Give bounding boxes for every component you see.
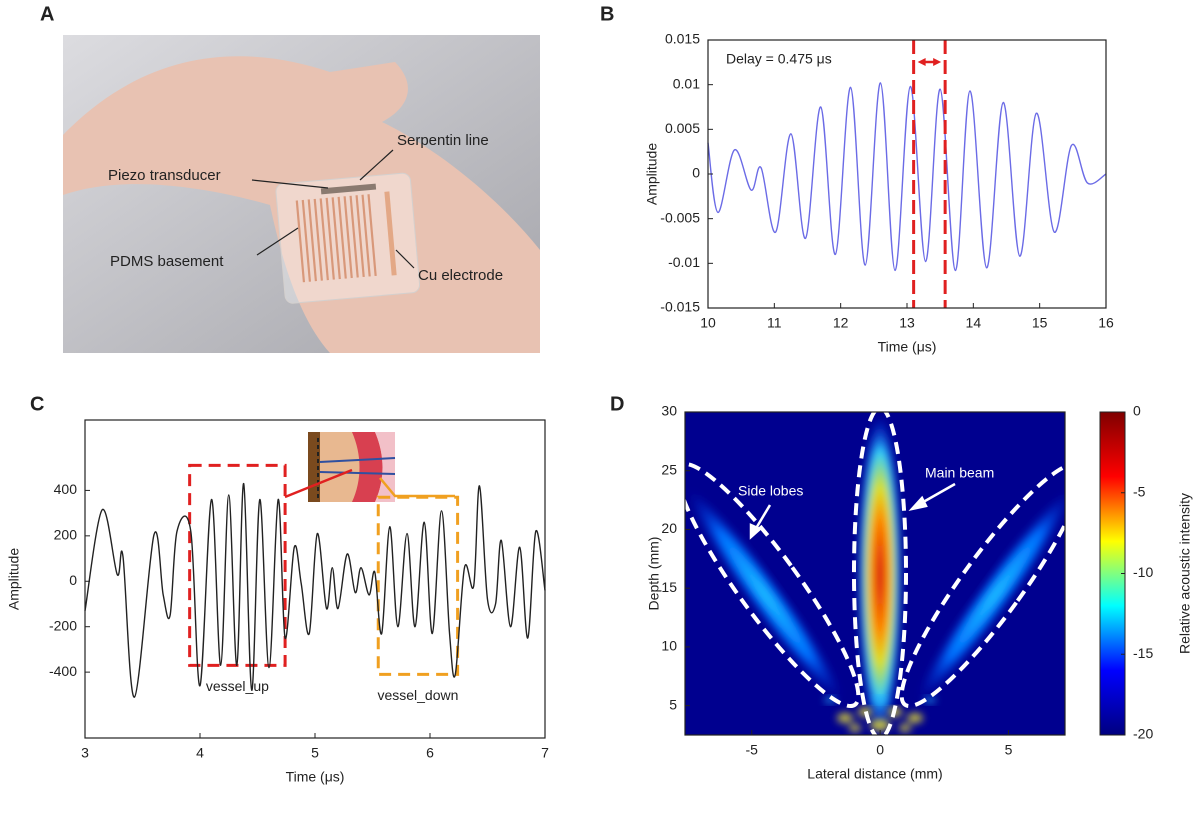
near-field — [824, 695, 936, 705]
colorbar-tick-label: -5 — [1133, 483, 1146, 499]
x-tick-label: 4 — [196, 745, 204, 761]
y-tick-label: 25 — [661, 461, 677, 477]
photo-label: Serpentin line — [397, 132, 489, 149]
region-label: vessel_up — [206, 678, 269, 694]
annotation: Side lobes — [738, 483, 803, 499]
inset-beam — [319, 457, 396, 463]
x-tick-label: 7 — [541, 745, 549, 761]
photo-label: PDMS basement — [110, 253, 224, 270]
region-label: vessel_down — [377, 687, 458, 703]
inset-vessel — [352, 432, 383, 502]
y-tick-label: 0.005 — [665, 120, 700, 136]
y-tick-label: -0.015 — [660, 299, 700, 315]
x-tick-label: 5 — [1005, 742, 1013, 758]
photo-label: Cu electrode — [418, 267, 503, 284]
leader-lines — [251, 149, 415, 269]
x-axis-title: Time (μs) — [286, 769, 345, 785]
panel-letter: C — [30, 393, 44, 415]
y-tick-label: -0.005 — [660, 209, 700, 225]
colorbar-tick-label: -15 — [1133, 645, 1153, 661]
y-tick-label: 30 — [661, 403, 677, 419]
side-lobe — [687, 489, 843, 701]
inset-vessel-wall — [375, 432, 395, 502]
y-tick-label: 200 — [54, 527, 78, 543]
x-tick-label: 13 — [899, 315, 915, 331]
x-tick-label: 10 — [700, 315, 716, 331]
inset-beam — [319, 471, 396, 475]
panel-letter: B — [600, 3, 614, 25]
photo-label: Piezo transducer — [108, 167, 221, 184]
x-tick-label: 12 — [833, 315, 849, 331]
x-tick-label: 0 — [876, 742, 884, 758]
x-axis-title: Lateral distance (mm) — [807, 766, 942, 782]
beam-outlines — [685, 412, 1065, 735]
x-tick-label: 3 — [81, 745, 89, 761]
y-tick-label: 0 — [69, 572, 77, 588]
y-tick-label: -400 — [49, 663, 77, 679]
y-axis-title: Amplitude — [644, 143, 660, 205]
inset-pointer — [284, 468, 353, 499]
x-axis-title: Time (μs) — [878, 339, 937, 355]
photo — [63, 35, 540, 353]
side-lobe — [917, 489, 1065, 701]
colorbar-tick-label: -10 — [1133, 564, 1153, 580]
cu-electrode — [384, 191, 397, 276]
vessel-inset — [284, 432, 455, 502]
y-tick-label: 5 — [669, 696, 677, 712]
arrow-head — [917, 58, 926, 66]
colorbar-title: Relative acoustic intensity — [1177, 493, 1193, 654]
x-tick-label: 15 — [1032, 315, 1048, 331]
serpentine-lines — [295, 194, 377, 283]
y-tick-label: -0.01 — [668, 254, 700, 270]
heatmap-image — [685, 412, 1065, 735]
arm — [63, 56, 540, 353]
x-tick-label: 6 — [426, 745, 434, 761]
region-box — [376, 495, 460, 676]
piezo-row — [320, 183, 377, 195]
y-tick-label: 0.01 — [673, 75, 700, 91]
y-axis-title: Depth (mm) — [646, 537, 662, 611]
device — [275, 172, 421, 304]
y-tick-label: 0.015 — [665, 31, 700, 47]
y-axis-title: Amplitude — [6, 548, 22, 610]
colorbar-tick-label: 0 — [1133, 403, 1141, 419]
y-tick-label: 20 — [661, 520, 677, 536]
inset-pointer — [379, 477, 455, 498]
line — [707, 82, 1107, 272]
y-tick-label: 400 — [54, 481, 78, 497]
annotation: Main beam — [925, 465, 994, 481]
x-tick-label: 11 — [767, 315, 782, 331]
panel-letter: A — [40, 3, 54, 25]
x-tick-label: 5 — [311, 745, 319, 761]
plot-frame — [684, 411, 1066, 736]
annotation-arrows — [749, 482, 956, 540]
annotation: Delay = 0.475 μs — [726, 51, 832, 67]
y-tick-label: 10 — [661, 638, 677, 654]
panel-letter: D — [610, 393, 624, 415]
y-tick-label: 0 — [692, 165, 700, 181]
x-tick-label: 16 — [1098, 315, 1114, 331]
y-tick-label: 15 — [661, 579, 677, 595]
arrow-head — [933, 58, 942, 66]
colorbar — [1099, 411, 1126, 736]
y-tick-label: -200 — [49, 617, 77, 633]
main-beam — [858, 415, 902, 735]
line — [84, 482, 546, 698]
x-tick-label: -5 — [746, 742, 759, 758]
x-tick-label: 14 — [966, 315, 982, 331]
colorbar-tick-label: -20 — [1133, 726, 1153, 742]
